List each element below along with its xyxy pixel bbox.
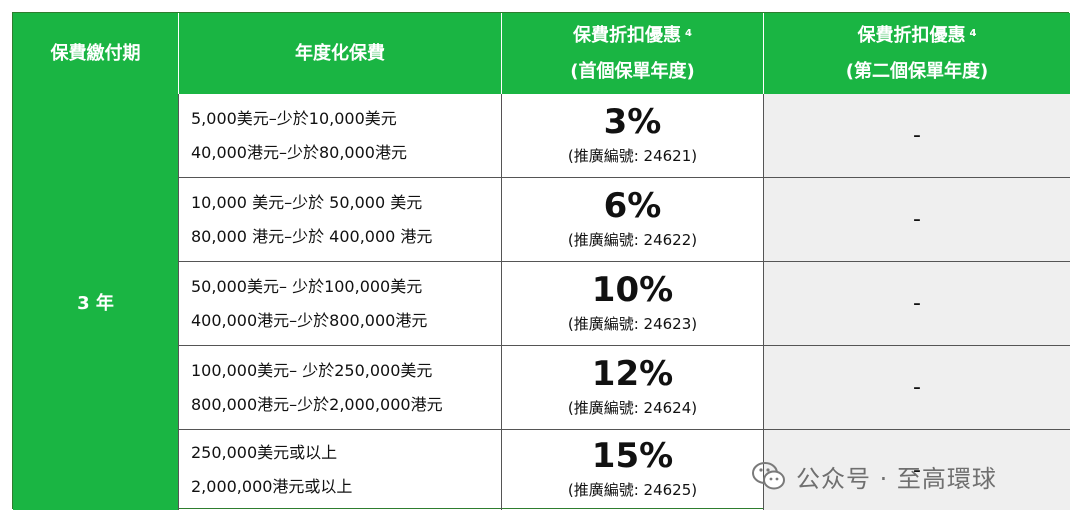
second-year-discount-cell: -	[764, 430, 1070, 510]
premium-range-usd: 5,000美元–少於10,000美元	[191, 108, 397, 128]
discount-percent: 10%	[591, 269, 674, 310]
header-term: 保費繳付期	[13, 13, 179, 94]
second-year-discount-cell: -	[764, 346, 1070, 430]
header-premium: 年度化保費	[179, 13, 502, 94]
promo-code: (推廣編號: 24624)	[567, 398, 698, 417]
second-year-value: -	[913, 123, 921, 148]
header-discount-first-year: 保費折扣優惠 4 (首個保單年度)	[502, 13, 764, 94]
watermark-text: 公众号 · 至高環球	[796, 464, 997, 493]
header-discount-second-subtitle: (第二個保單年度)	[845, 60, 989, 82]
premium-range-cell: 250,000美元或以上 2,000,000港元或以上	[179, 430, 502, 510]
term-cell: 3 年	[13, 94, 179, 510]
premium-range-hkd: 40,000港元–少於80,000港元	[191, 142, 407, 162]
premium-range-cell: 10,000 美元–少於 50,000 美元 80,000 港元–少於 400,…	[179, 178, 502, 262]
promo-code: (推廣編號: 24625)	[567, 481, 698, 499]
second-year-discount-cell: -	[764, 262, 1070, 346]
second-year-value: -	[913, 457, 921, 483]
promo-code: (推廣編號: 24623)	[567, 314, 698, 333]
premium-range-hkd: 400,000港元–少於800,000港元	[191, 310, 428, 330]
term-value: 3 年	[77, 293, 114, 314]
header-discount-second-title: 保費折扣優惠 4	[857, 24, 977, 46]
watermark: 公众号 · 至高環球	[752, 458, 997, 494]
promo-code: (推廣編號: 24622)	[567, 230, 698, 249]
second-year-value: -	[913, 291, 921, 316]
premium-range-hkd: 800,000港元–少於2,000,000港元	[191, 394, 443, 414]
premium-range-cell: 5,000美元–少於10,000美元 40,000港元–少於80,000港元	[179, 94, 502, 178]
premium-range-usd: 100,000美元– 少於250,000美元	[191, 360, 433, 380]
second-year-value: -	[913, 375, 921, 400]
promo-code: (推廣編號: 24621)	[567, 146, 698, 165]
discount-percent: 12%	[591, 353, 674, 394]
first-year-discount-cell: 12% (推廣編號: 24624)	[502, 346, 764, 430]
premium-range-usd: 250,000美元或以上	[191, 443, 338, 462]
header-discount-second-year: 保費折扣優惠 4 (第二個保單年度)	[764, 13, 1070, 94]
first-year-discount-cell: 10% (推廣編號: 24623)	[502, 262, 764, 346]
discount-percent: 3%	[603, 101, 662, 142]
header-discount-first-title: 保費折扣優惠 4	[573, 24, 692, 46]
premium-range-cell: 50,000美元– 少於100,000美元 400,000港元–少於800,00…	[179, 262, 502, 346]
premium-range-usd: 10,000 美元–少於 50,000 美元	[191, 192, 423, 212]
second-year-value: -	[913, 207, 921, 232]
wechat-icon	[752, 461, 786, 491]
premium-range-hkd: 80,000 港元–少於 400,000 港元	[191, 226, 433, 246]
footnote-marker: 4	[685, 27, 692, 39]
discount-percent: 15%	[591, 436, 674, 476]
second-year-discount-cell: -	[764, 94, 1070, 178]
first-year-discount-cell: 6% (推廣編號: 24622)	[502, 178, 764, 262]
header-premium-label: 年度化保費	[295, 42, 385, 64]
header-term-label: 保費繳付期	[50, 42, 141, 64]
premium-range-usd: 50,000美元– 少於100,000美元	[191, 276, 423, 296]
header-discount-first-subtitle: (首個保單年度)	[570, 60, 695, 82]
premium-range-cell: 100,000美元– 少於250,000美元 800,000港元–少於2,000…	[179, 346, 502, 430]
first-year-discount-cell: 15% (推廣編號: 24625)	[502, 430, 764, 510]
footnote-marker: 4	[969, 27, 977, 39]
discount-table: 保費繳付期 年度化保費 保費折扣優惠 4 (首個保單年度) 保費折扣優惠 4 (第二…	[12, 12, 1070, 510]
premium-range-hkd: 2,000,000港元或以上	[191, 477, 353, 496]
second-year-discount-cell: -	[764, 178, 1070, 262]
first-year-discount-cell: 3% (推廣編號: 24621)	[502, 94, 764, 178]
discount-percent: 6%	[603, 185, 662, 226]
